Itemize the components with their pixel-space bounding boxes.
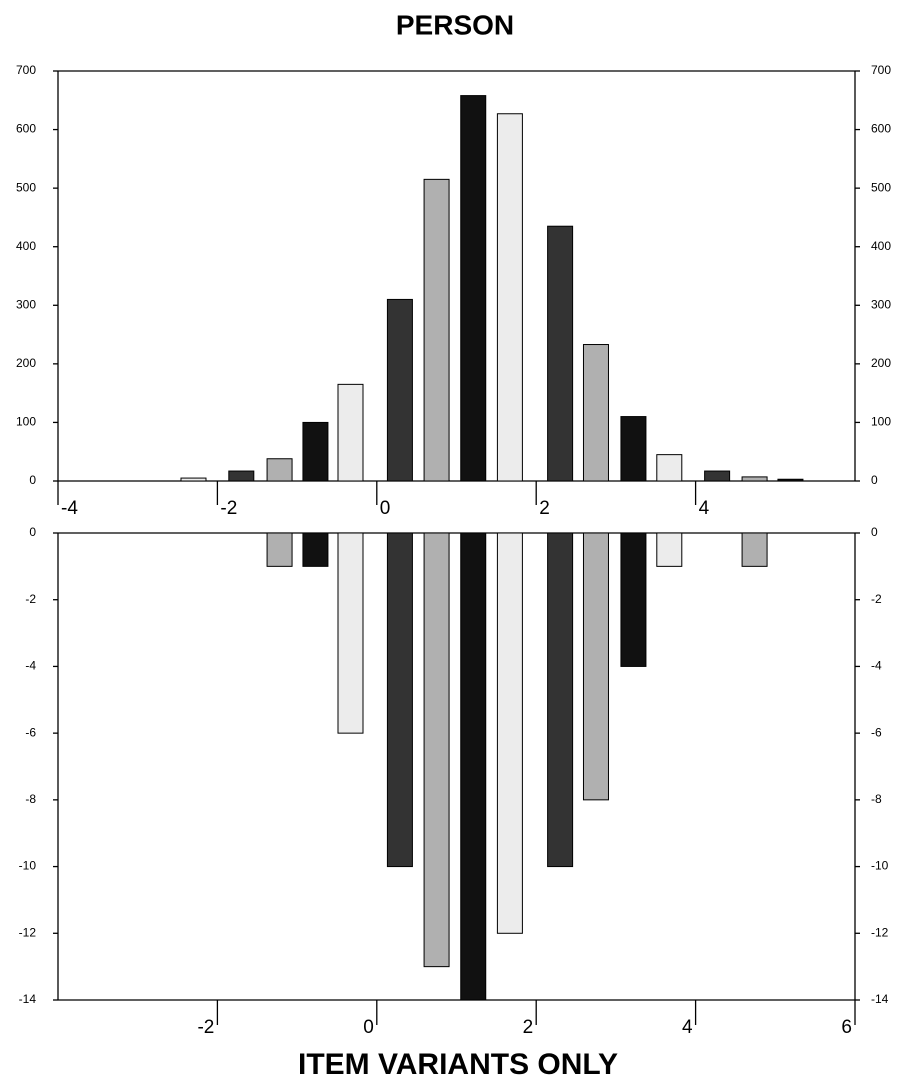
- y-tick-label: 600: [16, 122, 36, 136]
- y2-tick-label: -14: [871, 992, 889, 1006]
- bar: [302, 532, 329, 567]
- y2-tick-label: 200: [871, 356, 891, 370]
- bar: [460, 532, 487, 1001]
- y-tick-label: 700: [16, 63, 36, 77]
- x-tick-label: -4: [61, 498, 78, 519]
- y2-tick-label: -12: [871, 925, 889, 939]
- y-tick-label: -8: [25, 792, 36, 806]
- y-tick-label: 200: [16, 356, 36, 370]
- x-tick-label: 0: [380, 498, 391, 519]
- bar: [228, 470, 255, 482]
- bar: [656, 454, 683, 482]
- bar: [620, 532, 647, 667]
- y2-tick-label: 400: [871, 239, 891, 253]
- bar: [582, 344, 609, 482]
- x-tick-label: 4: [699, 498, 710, 519]
- y2-tick-label: 500: [871, 180, 891, 194]
- y2-tick-label: -4: [871, 659, 882, 673]
- y2-tick-label: 600: [871, 122, 891, 136]
- x-tick-label: 4: [682, 1017, 693, 1038]
- bar: [496, 113, 523, 482]
- chart-title: PERSON: [396, 9, 514, 40]
- x-tick-label: 2: [523, 1017, 534, 1038]
- x-tick-label: -2: [220, 498, 237, 519]
- bar: [582, 532, 609, 801]
- y2-tick-label: 700: [871, 63, 891, 77]
- bar: [337, 532, 364, 734]
- x-tick-label: -2: [197, 1017, 214, 1038]
- y-tick-label: 300: [16, 297, 36, 311]
- x-axis-label: ITEM VARIANTS ONLY: [298, 1048, 618, 1081]
- bar: [337, 383, 364, 482]
- bar: [620, 416, 647, 482]
- y2-tick-label: 300: [871, 297, 891, 311]
- y-tick-label: -14: [19, 992, 37, 1006]
- bar: [423, 178, 450, 482]
- x-tick-label: 2: [539, 498, 550, 519]
- bar: [547, 225, 574, 482]
- y2-tick-label: -2: [871, 592, 882, 606]
- x-tick-label: 6: [841, 1017, 852, 1038]
- y-tick-label: -2: [25, 592, 36, 606]
- bar: [180, 477, 207, 482]
- y-tick-label: -6: [25, 725, 36, 739]
- y-tick-label: 400: [16, 239, 36, 253]
- y-tick-label: -4: [25, 659, 36, 673]
- bar: [266, 532, 293, 567]
- y-tick-label: 100: [16, 415, 36, 429]
- bar: [302, 421, 329, 482]
- bar: [386, 298, 413, 482]
- bar: [777, 478, 804, 482]
- y-tick-label: 0: [29, 525, 36, 539]
- bar: [496, 532, 523, 934]
- y2-tick-label: -8: [871, 792, 882, 806]
- x-tick-label: 0: [363, 1017, 374, 1038]
- y-tick-label: -12: [19, 925, 37, 939]
- y2-tick-label: -6: [871, 725, 882, 739]
- bar: [386, 532, 413, 868]
- y2-tick-label: 100: [871, 415, 891, 429]
- bar: [704, 470, 731, 482]
- bar: [547, 532, 574, 868]
- bar: [741, 532, 768, 567]
- bar: [460, 95, 487, 482]
- bar: [741, 476, 768, 482]
- y-tick-label: 500: [16, 180, 36, 194]
- bar: [266, 458, 293, 482]
- y2-tick-label: -10: [871, 859, 889, 873]
- y2-tick-label: 0: [871, 525, 878, 539]
- y-tick-label: -10: [19, 859, 37, 873]
- bar: [656, 532, 683, 567]
- y2-tick-label: 0: [871, 473, 878, 487]
- bar: [423, 532, 450, 968]
- y-tick-label: 0: [29, 473, 36, 487]
